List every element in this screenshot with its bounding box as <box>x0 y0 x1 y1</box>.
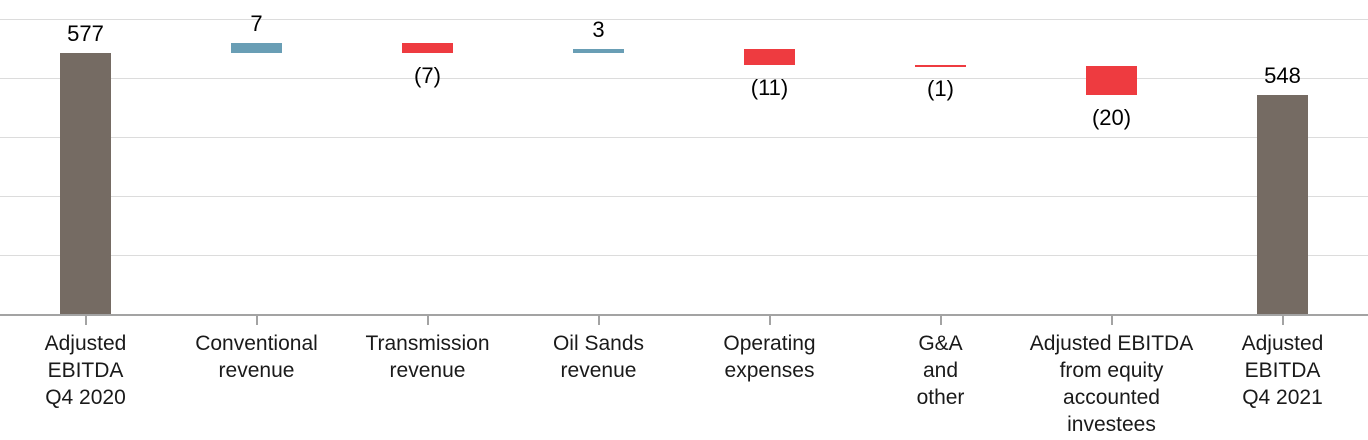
x-axis-tick <box>84 316 87 325</box>
category-label-line: accounted <box>1063 386 1160 409</box>
bar-value-label-operating-expenses: (11) <box>750 74 789 100</box>
category-label-oil-sands-revenue: Oil Sands revenue <box>513 330 684 384</box>
category-label-line: Adjusted <box>44 332 127 355</box>
bar-value-label-adjusted-ebitda-from-equity-accounted-investees: (20) <box>1091 104 1132 130</box>
gridline <box>0 196 1368 197</box>
category-label-line: revenue <box>218 359 295 382</box>
bar-value-label-transmission-revenue: (7) <box>414 63 441 89</box>
category-label-line: Operating <box>723 332 816 355</box>
category-label-transmission-revenue: Transmission revenue <box>342 330 513 384</box>
bar-operating-expenses <box>744 48 795 65</box>
x-axis-line <box>0 314 1368 316</box>
x-axis-tick <box>1281 316 1284 325</box>
category-label-line: from equity <box>1059 359 1164 382</box>
category-label-line: EBITDA <box>47 359 124 382</box>
x-axis-tick <box>939 316 942 325</box>
x-axis-tick <box>255 316 258 325</box>
category-label-line: and <box>922 359 959 382</box>
bar-adjusted-ebitda-q4-2021 <box>1257 94 1308 314</box>
bar-value-label-adjusted-ebitda-q4-2021: 548 <box>1264 62 1301 88</box>
category-label-adjusted-ebitda-q4-2021: Adjusted EBITDA Q4 2021 <box>1197 330 1368 411</box>
bar-g-a-and-other <box>915 64 966 67</box>
gridline <box>0 137 1368 138</box>
bar-conventional-revenue <box>231 43 282 54</box>
gridline <box>0 255 1368 256</box>
bar-adjusted-ebitda-from-equity-accounted-investees <box>1086 66 1137 95</box>
x-axis-tick <box>768 316 771 325</box>
bar-oil-sands-revenue <box>573 48 624 54</box>
x-axis-tick <box>597 316 600 325</box>
category-label-line: Oil Sands <box>552 332 645 355</box>
bar-adjusted-ebitda-q4-2020 <box>60 53 111 314</box>
category-label-g-a-and-other: G&A and other <box>855 330 1026 411</box>
bar-value-label-adjusted-ebitda-q4-2020: 577 <box>67 21 104 47</box>
bar-value-label-conventional-revenue: 7 <box>250 11 263 37</box>
bar-value-label-g-a-and-other: (1) <box>927 76 954 102</box>
x-axis-tick <box>426 316 429 325</box>
category-label-line: EBITDA <box>1244 359 1321 382</box>
category-label-adjusted-ebitda-q4-2020: Adjusted EBITDA Q4 2020 <box>0 330 171 411</box>
gridline <box>0 78 1368 79</box>
category-label-line: revenue <box>389 359 466 382</box>
category-label-line: expenses <box>724 359 815 382</box>
category-label-line: revenue <box>560 359 637 382</box>
category-label-line: Transmission <box>365 332 490 355</box>
category-label-line: Adjusted <box>1241 332 1324 355</box>
category-label-line: Q4 2020 <box>45 386 126 409</box>
category-label-line: G&A <box>918 332 963 355</box>
category-label-line: Q4 2021 <box>1242 386 1323 409</box>
gridline <box>0 19 1368 20</box>
category-label-line: investees <box>1067 413 1156 436</box>
category-label-line: other <box>916 386 965 409</box>
x-axis-tick <box>1110 316 1113 325</box>
category-label-line: Conventional <box>195 332 318 355</box>
category-label-line: Adjusted EBITDA <box>1029 332 1194 355</box>
bar-value-label-oil-sands-revenue: 3 <box>592 16 605 42</box>
category-label-operating-expenses: Operating expenses <box>684 330 855 384</box>
bar-transmission-revenue <box>402 43 453 54</box>
category-label-adjusted-ebitda-from-equity-accounted-investees: Adjusted EBITDA from equity accounted inves… <box>1026 330 1197 438</box>
category-label-conventional-revenue: Conventional revenue <box>171 330 342 384</box>
